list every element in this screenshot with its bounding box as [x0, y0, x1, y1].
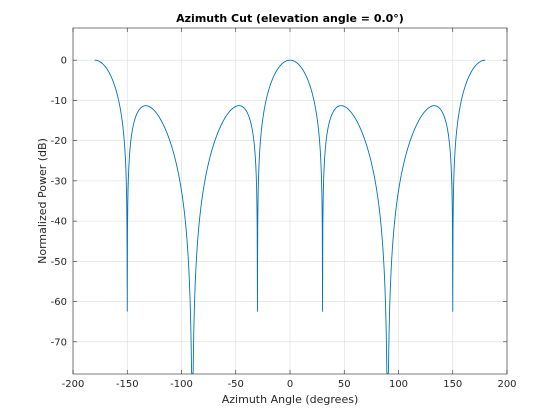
y-axis-label: Normalized Power (dB) [36, 138, 49, 264]
y-tick-label: -30 [51, 176, 67, 187]
y-tick-label: -60 [51, 297, 67, 308]
y-tick-label: -40 [51, 217, 67, 228]
y-tick-label: 0 [61, 56, 67, 67]
y-tick-label: -50 [51, 257, 67, 268]
x-tick-label: 100 [389, 379, 408, 390]
x-tick-labels: -200 -150 -100 -50 0 50 100 150 200 [62, 379, 517, 390]
x-axis-label: Azimuth Angle (degrees) [222, 393, 359, 406]
chart-title: Azimuth Cut (elevation angle = 0.0°) [176, 12, 404, 25]
x-tick-label: 0 [287, 379, 293, 390]
x-tick-label: 200 [497, 379, 516, 390]
x-tick-label: 50 [338, 379, 351, 390]
series-line [94, 59, 486, 374]
axis-ticks [72, 28, 508, 374]
y-tick-label: -10 [51, 96, 67, 107]
y-tick-label: -20 [51, 136, 67, 147]
y-tick-label: -70 [51, 337, 67, 348]
plot-area [94, 59, 486, 374]
x-tick-label: 150 [443, 379, 462, 390]
x-tick-label: -200 [62, 379, 85, 390]
x-tick-label: -50 [228, 379, 244, 390]
y-tick-labels: 0 -10 -20 -30 -40 -50 -60 -70 [51, 56, 67, 349]
x-tick-label: -100 [170, 379, 193, 390]
grid-lines [72, 28, 508, 374]
x-tick-label: -150 [116, 379, 139, 390]
